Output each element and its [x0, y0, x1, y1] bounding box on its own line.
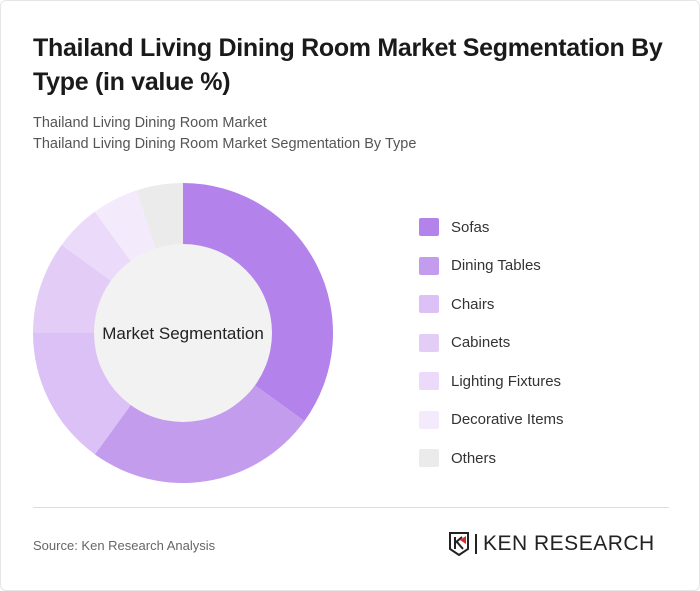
legend-label: Sofas	[451, 218, 490, 236]
legend-item: Others	[419, 439, 564, 478]
legend-item: Dining Tables	[419, 247, 564, 286]
donut-center	[94, 244, 272, 422]
center-label: Market Segmentation	[102, 324, 264, 343]
legend-label: Lighting Fixtures	[451, 372, 562, 390]
legend-swatch	[419, 449, 439, 468]
legend-swatch	[419, 295, 439, 314]
legend-item: Chairs	[419, 285, 564, 324]
legend-label: Decorative Items	[451, 411, 564, 429]
legend-swatch	[419, 256, 439, 275]
legend: Sofas Dining Tables Chairs Cabinets Lighting…	[419, 208, 564, 478]
legend-label: Dining Tables	[451, 257, 541, 275]
legend-item: Decorative Items	[419, 401, 564, 440]
legend-swatch	[419, 218, 439, 237]
logo-text: KEN RESEARCH	[475, 533, 655, 554]
legend-label: Others	[451, 449, 497, 467]
source-note: Source: Ken Research Analysis	[33, 538, 216, 553]
ken-research-logo: KEN RESEARCH	[449, 532, 655, 556]
chart-title: Thailand Living Dining Room Market Segme…	[33, 34, 663, 96]
legend-item: Cabinets	[419, 324, 564, 363]
legend-swatch	[419, 410, 439, 429]
divider	[33, 507, 669, 508]
legend-item: Lighting Fixtures	[419, 362, 564, 401]
logo-shield-icon	[449, 532, 469, 556]
legend-swatch	[419, 372, 439, 391]
chart-subtitle: Thailand Living Dining Room Market	[33, 115, 267, 131]
chart-subtitle-2: Thailand Living Dining Room Market Segme…	[33, 136, 417, 152]
legend-item: Sofas	[419, 208, 564, 247]
legend-label: Cabinets	[451, 334, 511, 352]
legend-label: Chairs	[451, 295, 495, 313]
legend-swatch	[419, 333, 439, 352]
